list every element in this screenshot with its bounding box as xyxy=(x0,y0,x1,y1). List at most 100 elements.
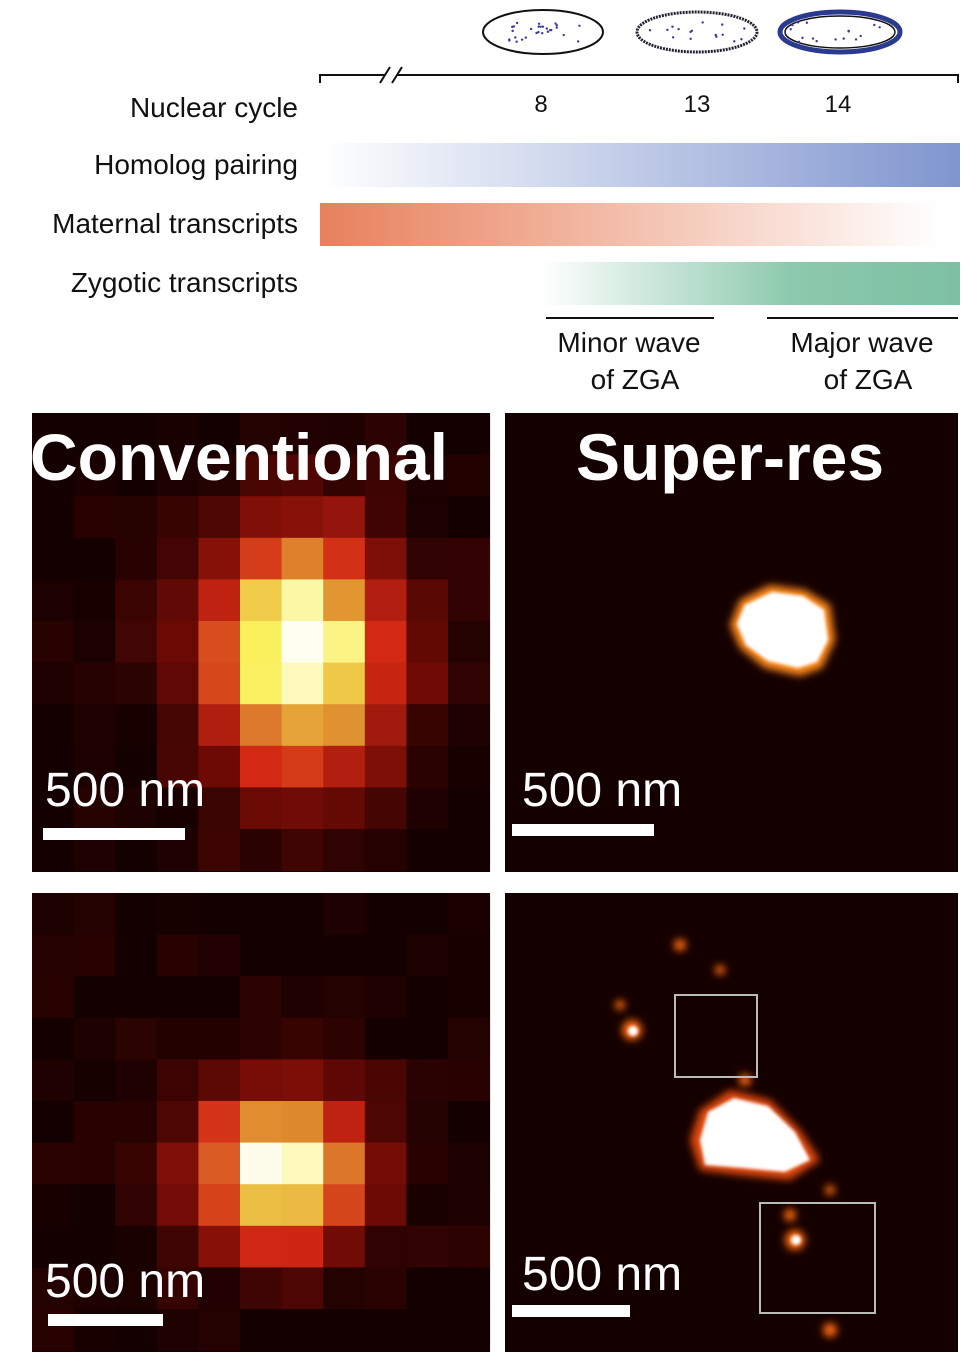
pixel xyxy=(364,413,407,456)
scale-bar-label: 500 nm xyxy=(45,764,205,817)
pixel xyxy=(156,537,199,580)
pixel xyxy=(32,537,75,580)
pixel xyxy=(156,662,199,705)
pixel xyxy=(323,1267,366,1310)
pixel xyxy=(198,1101,241,1144)
embryos xyxy=(482,9,903,55)
pixel xyxy=(198,1309,241,1352)
pixel xyxy=(406,1225,449,1268)
pixel xyxy=(156,787,199,830)
image-panel xyxy=(505,413,958,872)
nucleus xyxy=(677,27,680,31)
nucleus xyxy=(797,40,801,44)
pixel xyxy=(198,662,241,705)
pixel xyxy=(323,1059,366,1102)
pixel xyxy=(156,745,199,788)
pixel xyxy=(364,579,407,622)
pixel xyxy=(240,787,283,830)
pixel xyxy=(281,413,324,456)
pixel xyxy=(406,1184,449,1227)
pixel xyxy=(448,413,491,456)
pixel xyxy=(323,496,366,539)
nucleus xyxy=(576,40,580,43)
pixel xyxy=(115,1184,158,1227)
nucleus xyxy=(541,25,545,28)
pixel xyxy=(364,1059,407,1102)
nucleus xyxy=(541,32,544,35)
pixel xyxy=(448,787,491,830)
zygotic-bar xyxy=(540,262,960,305)
nucleus xyxy=(529,27,533,31)
nucleus xyxy=(743,27,746,30)
pixel xyxy=(32,745,75,788)
pixel xyxy=(240,893,283,936)
pixel xyxy=(448,1225,491,1268)
pixel xyxy=(32,621,75,664)
pixel xyxy=(323,893,366,936)
cycle-label: 13 xyxy=(684,91,711,118)
pixel xyxy=(198,1142,241,1185)
zoom-box xyxy=(674,994,758,1078)
zoom-box xyxy=(759,1202,876,1314)
scale-bar xyxy=(48,1314,163,1326)
pixel xyxy=(364,1267,407,1310)
nucleus xyxy=(740,38,743,41)
pixel xyxy=(115,976,158,1019)
pixel xyxy=(406,1017,449,1060)
pixel xyxy=(32,1059,75,1102)
pixel xyxy=(281,496,324,539)
nucleus xyxy=(515,40,518,43)
pixel xyxy=(281,787,324,830)
pixel xyxy=(73,893,116,936)
pixel xyxy=(323,413,366,456)
pixel xyxy=(115,934,158,977)
pixel xyxy=(448,1184,491,1227)
nucleus xyxy=(520,38,524,41)
pixel xyxy=(406,454,449,497)
pixel xyxy=(32,454,75,497)
pixel xyxy=(448,496,491,539)
pixel xyxy=(73,496,116,539)
scale-bar xyxy=(512,824,654,836)
pixel xyxy=(115,413,158,456)
pixel xyxy=(73,976,116,1019)
pixel xyxy=(32,1017,75,1060)
pixel xyxy=(281,704,324,747)
pixel xyxy=(281,454,324,497)
pixel xyxy=(323,745,366,788)
pixel xyxy=(406,662,449,705)
pixel xyxy=(240,413,283,456)
scale-bar-label: 500 nm xyxy=(45,1255,205,1308)
nucleus xyxy=(690,29,694,32)
row-label: Maternal transcripts xyxy=(52,208,298,239)
pixel xyxy=(406,704,449,747)
pixel xyxy=(323,1309,366,1352)
super-res-blob xyxy=(615,585,837,1337)
pixel xyxy=(448,934,491,977)
nucleus xyxy=(854,38,858,41)
pixel xyxy=(156,1267,199,1310)
pixel xyxy=(156,1142,199,1185)
pixel xyxy=(115,745,158,788)
pixel xyxy=(364,1142,407,1185)
pixel xyxy=(240,621,283,664)
pixel xyxy=(73,454,116,497)
pixel xyxy=(115,1267,158,1310)
pixel xyxy=(323,1101,366,1144)
pixel xyxy=(198,745,241,788)
pixel xyxy=(156,579,199,622)
nucleus xyxy=(796,21,800,24)
pixel xyxy=(281,1017,324,1060)
pixel xyxy=(32,934,75,977)
pixel xyxy=(198,829,241,872)
pixel xyxy=(448,662,491,705)
nucleus xyxy=(859,34,862,38)
pixel xyxy=(198,787,241,830)
pixel xyxy=(240,537,283,580)
pixel xyxy=(73,745,116,788)
pixel xyxy=(448,704,491,747)
pixel xyxy=(448,829,491,872)
pixel xyxy=(364,1309,407,1352)
pixel xyxy=(73,579,116,622)
